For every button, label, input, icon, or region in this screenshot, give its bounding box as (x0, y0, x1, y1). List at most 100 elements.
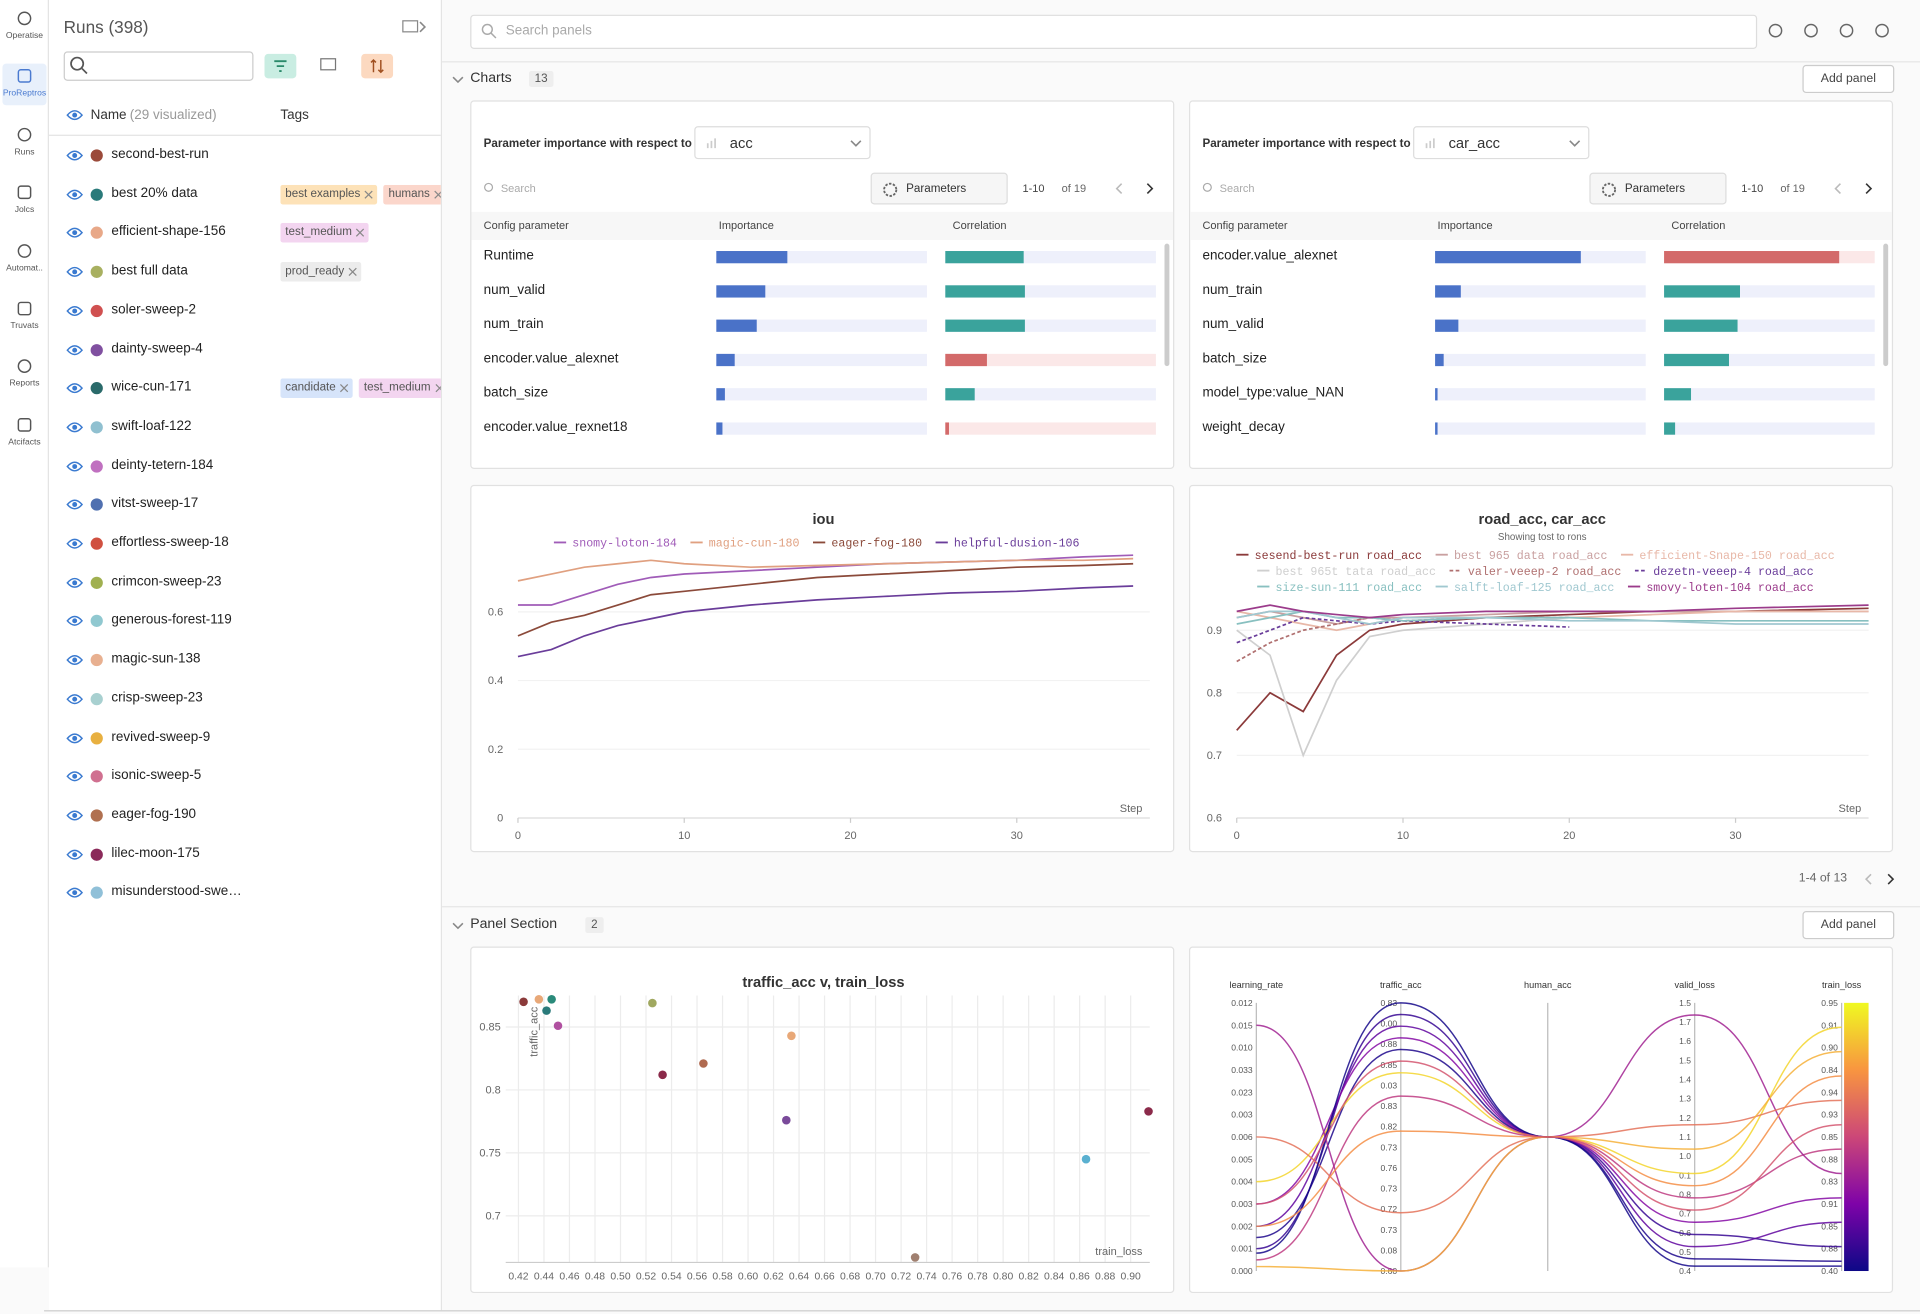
runs-search[interactable] (63, 51, 254, 81)
visibility-toggle[interactable] (66, 809, 84, 821)
run-name[interactable]: crisp-sweep-23 (111, 690, 203, 706)
column-header[interactable]: Correlation (952, 219, 1007, 232)
column-header[interactable]: Correlation (1671, 219, 1726, 232)
tag[interactable]: candidate (280, 378, 353, 399)
visibility-toggle[interactable] (66, 109, 84, 121)
collapse-toggle[interactable] (451, 918, 466, 933)
tag[interactable]: prod_ready (280, 262, 362, 282)
tag-remove[interactable] (340, 384, 349, 393)
nav-label[interactable]: Atcifacts (8, 438, 41, 447)
nav-label[interactable]: Jolcs (14, 205, 35, 215)
parameters-button[interactable]: Parameters (870, 172, 1008, 205)
columns-icon[interactable] (402, 20, 427, 35)
nav-label[interactable]: Reports (9, 380, 40, 389)
sort-button[interactable] (361, 53, 394, 79)
nav-icon[interactable] (16, 242, 33, 259)
add-panel-button[interactable]: Add panel (1802, 911, 1895, 940)
group-icon[interactable] (320, 58, 337, 73)
section-title[interactable]: Panel Section (470, 917, 558, 932)
column-header[interactable]: Importance (1437, 219, 1493, 232)
prev-page[interactable] (1861, 872, 1876, 887)
run-name[interactable]: crimcon-sweep-23 (111, 573, 222, 589)
column-header[interactable]: Importance (718, 219, 774, 232)
nav-icon[interactable] (16, 10, 33, 27)
param-search[interactable]: Search (1219, 182, 1255, 195)
visibility-toggle[interactable] (66, 538, 84, 550)
tag-remove[interactable] (364, 190, 374, 199)
metric-dropdown[interactable]: car_acc (1413, 126, 1590, 160)
nav-icon[interactable] (16, 126, 33, 143)
visibility-toggle[interactable] (66, 576, 84, 588)
tag-remove[interactable] (434, 384, 441, 393)
visibility-toggle[interactable] (66, 382, 84, 394)
run-name[interactable]: deinty-tetern-184 (111, 457, 214, 473)
nav-icon[interactable] (16, 184, 33, 201)
nav-label[interactable]: Operatise (5, 31, 44, 41)
run-name[interactable]: effortless-sweep-18 (111, 535, 229, 550)
run-name[interactable]: lilec-moon-175 (111, 845, 200, 861)
toolbar-icon[interactable] (1873, 22, 1890, 39)
next-page[interactable] (1144, 182, 1156, 195)
nav-icon[interactable] (16, 358, 33, 375)
visibility-toggle[interactable] (66, 305, 84, 317)
visibility-toggle[interactable] (66, 188, 84, 200)
parameters-button[interactable]: Parameters (1589, 172, 1727, 205)
collapse-toggle[interactable] (451, 72, 466, 87)
tag[interactable]: test_medium (280, 223, 370, 243)
run-name[interactable]: second-best-run (111, 146, 209, 162)
section-title[interactable]: Charts (470, 71, 512, 86)
column-header[interactable]: Config parameter (1202, 219, 1288, 232)
visibility-toggle[interactable] (66, 693, 84, 705)
next-page[interactable] (1862, 182, 1874, 195)
column-header[interactable]: Config parameter (483, 219, 569, 232)
nav-label[interactable]: Automat.. (6, 263, 43, 273)
visibility-toggle[interactable] (66, 654, 84, 666)
run-name[interactable]: isonic-sweep-5 (111, 767, 202, 783)
tag-remove[interactable] (348, 267, 357, 277)
metric-dropdown[interactable]: acc (694, 126, 871, 160)
run-name[interactable]: soler-sweep-2 (111, 302, 197, 317)
toolbar-icon[interactable] (1802, 22, 1819, 39)
add-panel-button[interactable]: Add panel (1802, 64, 1895, 94)
visibility-toggle[interactable] (66, 499, 84, 511)
run-name[interactable]: generous-forest-119 (111, 612, 232, 628)
run-name[interactable]: dainty-sweep-4 (111, 341, 203, 356)
run-name[interactable]: eager-fog-190 (111, 806, 197, 822)
run-name[interactable]: magic-sun-138 (111, 651, 201, 667)
visibility-toggle[interactable] (66, 848, 84, 860)
toolbar-icon[interactable] (1838, 22, 1855, 39)
nav-label[interactable]: ProReptros (2, 89, 47, 99)
visibility-toggle[interactable] (66, 887, 84, 899)
tag[interactable]: humans (383, 184, 441, 205)
run-name[interactable]: wice-cun-171 (111, 379, 192, 395)
visibility-toggle[interactable] (66, 227, 84, 239)
visibility-toggle[interactable] (66, 343, 84, 355)
tag-remove[interactable] (434, 190, 441, 199)
param-search[interactable]: Search (500, 182, 536, 195)
next-page[interactable] (1883, 872, 1898, 887)
run-name[interactable]: revived-sweep-9 (111, 729, 211, 744)
nav-icon[interactable] (16, 68, 33, 85)
run-name[interactable]: efficient-shape-156 (111, 224, 226, 240)
run-name[interactable]: best 20% data (111, 185, 198, 201)
nav-icon[interactable] (16, 300, 33, 317)
tag[interactable]: best examples (280, 184, 378, 205)
toolbar-icon[interactable] (1767, 22, 1784, 39)
visibility-toggle[interactable] (66, 421, 84, 433)
prev-page[interactable] (1832, 182, 1844, 195)
panel-search[interactable] (470, 14, 1758, 49)
tag-remove[interactable] (356, 229, 365, 238)
nav-icon[interactable] (16, 416, 33, 433)
run-name[interactable]: vitst-sweep-17 (111, 496, 199, 511)
visibility-toggle[interactable] (66, 149, 84, 161)
visibility-toggle[interactable] (66, 732, 84, 744)
prev-page[interactable] (1113, 182, 1125, 195)
visibility-toggle[interactable] (66, 770, 84, 782)
run-name[interactable]: best full data (111, 263, 188, 279)
nav-label[interactable]: Runs (14, 147, 35, 157)
visibility-toggle[interactable] (66, 460, 84, 472)
run-name[interactable]: misunderstood-swe… (111, 884, 242, 900)
run-name[interactable]: swift-loaf-122 (111, 418, 192, 434)
visibility-toggle[interactable] (66, 266, 84, 278)
nav-label[interactable]: Truvats (10, 322, 39, 331)
